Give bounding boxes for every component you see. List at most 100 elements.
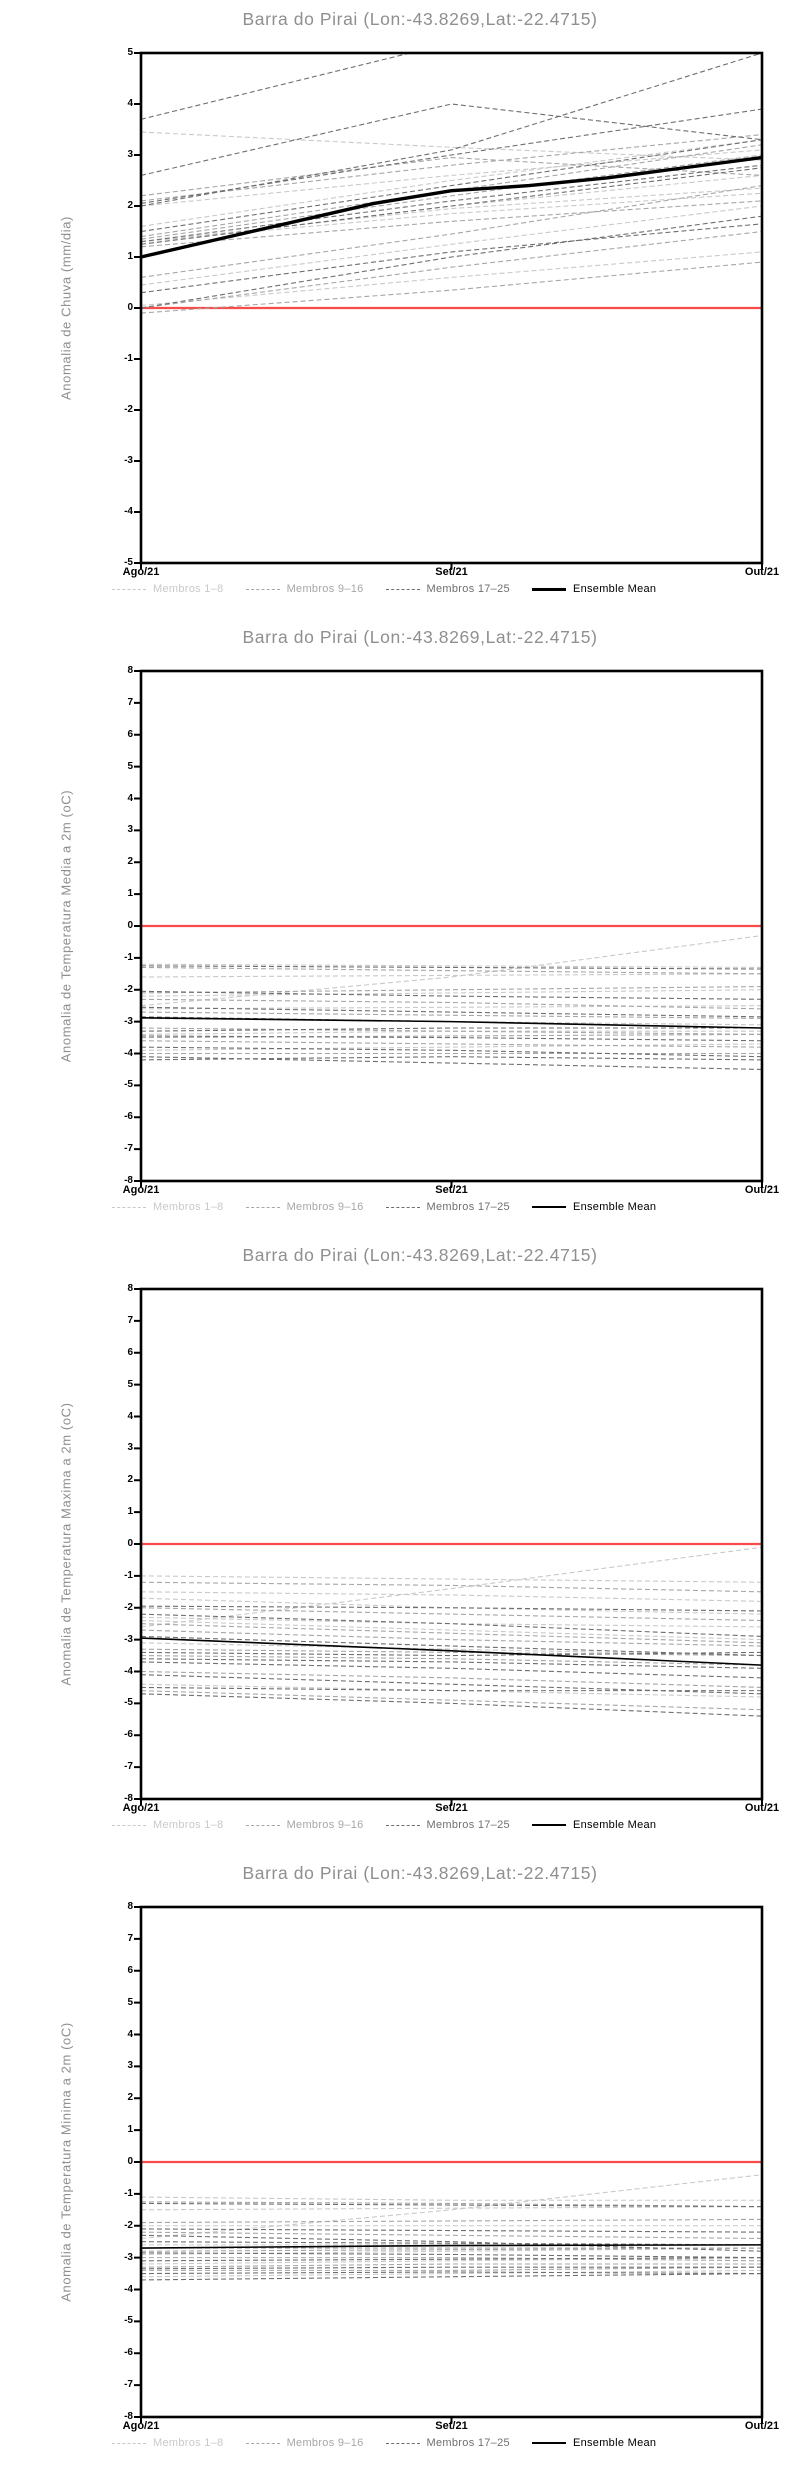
y-tick-label: 0 (127, 2156, 133, 2167)
y-axis-ticks: 8 7 6 5 4 3 2 1 0 -1 -2 -3 -4 -5 -6 -7 -8 (95, 1901, 133, 2422)
legend-line-sample (531, 1206, 566, 1208)
y-tick-label: 2 (127, 2092, 133, 2104)
legend-item: Membros 1–8 (112, 583, 224, 595)
legend-line-sample (531, 587, 566, 591)
legend-line-sample (385, 588, 420, 590)
y-tick-label: 3 (127, 824, 133, 836)
y-tick-label: 7 (127, 696, 133, 708)
x-axis-labels: Ago/21 Set/21 Out/21 (123, 1802, 779, 1816)
chart-title: Barra do Pirai (Lon:-43.8269,Lat:-22.471… (242, 1245, 598, 1265)
y-tick-label: -1 (124, 951, 133, 963)
legend-label: Membros 9–16 (286, 2437, 364, 2449)
legend-item: Ensemble Mean (531, 1201, 657, 1213)
legend-item: Membros 17–25 (385, 1819, 510, 1831)
legend-label: Membros 1–8 (153, 583, 224, 595)
y-tick-label: -5 (124, 1079, 133, 1091)
y-tick-label: -7 (124, 1761, 133, 1773)
legend-label: Membros 17–25 (426, 583, 510, 595)
y-tick-label: 6 (127, 728, 133, 740)
y-tick-label: -5 (124, 1697, 133, 1709)
y-tick-label: -2 (124, 2219, 133, 2231)
y-tick-label: 0 (127, 920, 133, 931)
y-tick-label: 5 (127, 47, 133, 58)
plot-area (134, 669, 764, 1187)
y-tick-label: -4 (124, 1665, 133, 1677)
plot-canvas (134, 1905, 764, 2423)
legend: Membros 1–8 Membros 9–16 Membros 17–25 Ense… (112, 2437, 752, 2449)
y-tick-label: 3 (127, 149, 133, 160)
y-tick-label: 4 (127, 2028, 133, 2040)
y-tick-label: 2 (127, 1474, 133, 1486)
y-tick-label: -3 (124, 2251, 133, 2263)
y-tick-label: -1 (124, 2187, 133, 2199)
legend-label: Membros 17–25 (426, 2437, 510, 2449)
y-tick-label: 4 (127, 98, 133, 109)
legend-line-sample (112, 1206, 146, 1208)
legend-label: Membros 17–25 (426, 1201, 510, 1213)
y-tick-label: 5 (127, 1996, 133, 2008)
x-tick-label: Ago/21 (122, 2420, 160, 2432)
plot-area (134, 1287, 764, 1805)
y-tick-label: -8 (124, 1175, 133, 1186)
legend: Membros 1–8 Membros 9–16 Membros 17–25 Ense… (112, 1201, 752, 1213)
legend-line-sample (531, 2442, 566, 2444)
y-tick-label: 5 (127, 760, 133, 772)
legend-item: Ensemble Mean (531, 583, 656, 595)
legend-label: Ensemble Mean (572, 1201, 657, 1213)
y-tick-label: -4 (124, 2283, 133, 2295)
x-tick-label: Out/21 (744, 566, 780, 578)
x-tick-label: Out/21 (744, 2420, 780, 2432)
y-tick-label: 8 (127, 1901, 133, 1912)
y-tick-label: -2 (124, 1601, 133, 1613)
x-tick-label: Ago/21 (122, 1184, 160, 1196)
x-tick-label: Out/21 (744, 1184, 780, 1196)
chart-max-temperature-anomaly: Barra do Pirai (Lon:-43.8269,Lat:-22.471… (0, 1236, 800, 1854)
plot-canvas (134, 1287, 764, 1805)
y-tick-label: -7 (124, 2379, 133, 2391)
y-tick-label: 8 (127, 1283, 133, 1294)
legend-line-sample (112, 1824, 146, 1826)
y-tick-label: 6 (127, 1346, 133, 1358)
legend-item: Membros 17–25 (385, 2437, 510, 2449)
legend-item: Ensemble Mean (531, 2437, 656, 2449)
x-axis-labels: Ago/21 Set/21 Out/21 (123, 566, 779, 580)
legend-item: Membros 9–16 (245, 2437, 364, 2449)
y-tick-label: -7 (124, 1143, 133, 1155)
legend-label: Membros 1–8 (153, 2437, 224, 2449)
y-tick-label: 5 (127, 1378, 133, 1390)
legend-item: Membros 17–25 (385, 1201, 510, 1213)
y-tick-label: 3 (127, 1442, 133, 1454)
y-tick-label: -5 (124, 557, 133, 568)
y-tick-label: -3 (124, 1015, 133, 1027)
x-axis-labels: Ago/21 Set/21 Out/21 (123, 1184, 779, 1198)
y-tick-label: 1 (127, 888, 133, 900)
x-tick-label: Set/21 (435, 566, 468, 578)
x-tick-label: Set/21 (435, 1802, 468, 1814)
y-tick-label: -1 (124, 1569, 133, 1581)
y-tick-label: -3 (124, 1633, 133, 1645)
y-tick-label: -6 (124, 1729, 133, 1741)
y-axis-label: Anomalia de Chuva (mm/dia) (58, 216, 74, 400)
y-tick-label: -2 (124, 404, 133, 415)
y-tick-label: 3 (127, 2060, 133, 2072)
chart-precipitation-anomaly: Barra do Pirai (Lon:-43.8269,Lat:-22.471… (0, 0, 800, 618)
y-tick-label: -6 (124, 1111, 133, 1123)
y-tick-label: -8 (124, 2411, 133, 2422)
legend-item: Membros 9–16 (245, 1819, 364, 1831)
y-tick-label: 4 (127, 792, 133, 804)
legend-line-sample (245, 1206, 280, 1208)
legend-line-sample (112, 588, 146, 590)
x-axis-labels: Ago/21 Set/21 Out/21 (123, 2420, 779, 2434)
y-tick-label: 0 (127, 1538, 133, 1549)
legend-line-sample (245, 1824, 280, 1826)
y-tick-label: -4 (124, 1047, 133, 1059)
y-tick-label: 2 (127, 200, 133, 211)
legend-label: Membros 17–25 (426, 1819, 510, 1831)
x-tick-label: Set/21 (435, 1184, 468, 1196)
x-tick-label: Set/21 (435, 2420, 468, 2432)
legend-label: Membros 1–8 (153, 1819, 224, 1831)
y-tick-label: 1 (127, 251, 133, 262)
chart-title: Barra do Pirai (Lon:-43.8269,Lat:-22.471… (242, 1863, 598, 1883)
plot-canvas (134, 669, 764, 1187)
